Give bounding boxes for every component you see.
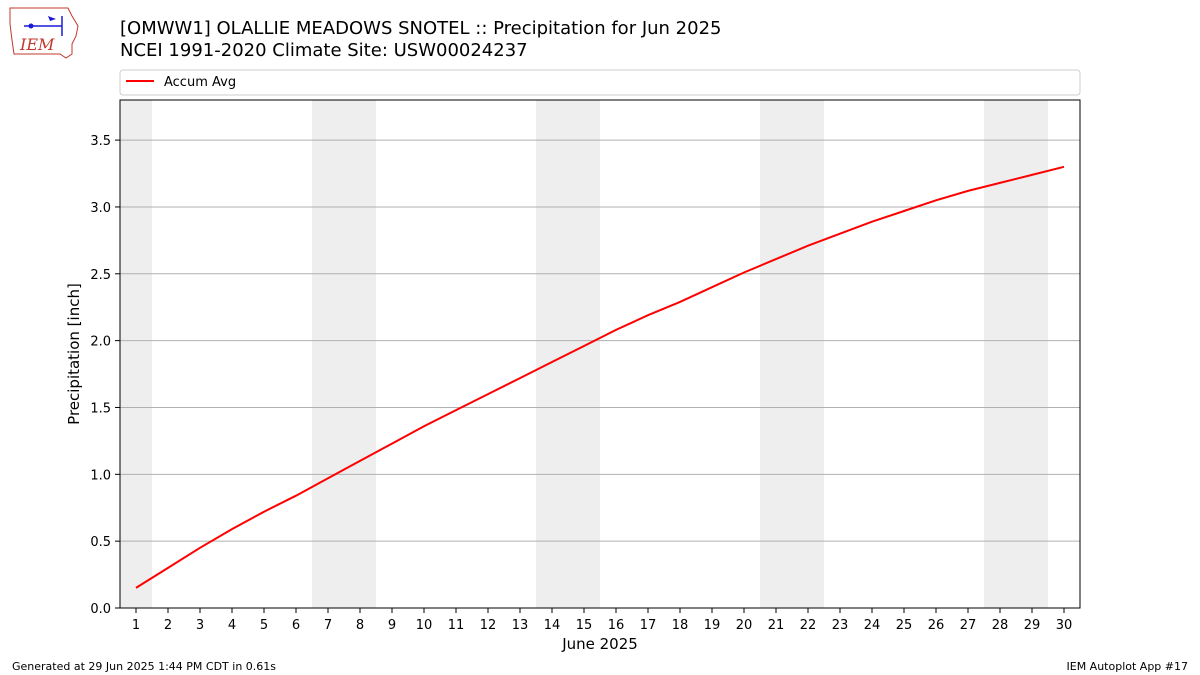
chart-title: [OMWW1] OLALLIE MEADOWS SNOTEL :: Precip… (120, 18, 722, 39)
weekend-band (760, 100, 824, 608)
y-tick-label: 1.0 (90, 468, 111, 483)
iowa-outline-icon (9, 7, 79, 59)
x-tick-label: 10 (416, 618, 433, 633)
y-tick-label: 2.0 (90, 335, 111, 350)
weekend-band (984, 100, 1048, 608)
x-tick-label: 13 (512, 618, 529, 633)
x-tick-label: 28 (992, 618, 1009, 633)
weekend-band (312, 100, 376, 608)
y-tick-label: 3.0 (90, 201, 111, 216)
x-tick-label: 24 (864, 618, 881, 633)
x-tick-label: 6 (292, 618, 300, 633)
x-tick-label: 3 (196, 618, 204, 633)
x-tick-label: 14 (544, 618, 561, 633)
x-axis-label: June 2025 (561, 635, 638, 653)
x-tick-label: 30 (1056, 618, 1073, 633)
y-tick-label: 1.5 (90, 401, 111, 416)
x-tick-label: 27 (960, 618, 977, 633)
chart-subtitle: NCEI 1991-2020 Climate Site: USW00024237 (120, 40, 528, 61)
y-tick-label: 0.5 (90, 535, 111, 550)
x-tick-label: 20 (736, 618, 753, 633)
weekend-bands (120, 100, 1048, 608)
app-label: IEM Autoplot App #17 (1066, 660, 1189, 673)
x-tick-label: 29 (1024, 618, 1041, 633)
x-tick-label: 17 (640, 618, 657, 633)
generated-timestamp: Generated at 29 Jun 2025 1:44 PM CDT in … (12, 660, 277, 673)
weekend-band (120, 100, 152, 608)
y-tick-label: 0.0 (90, 602, 111, 617)
x-tick-label: 2 (164, 618, 172, 633)
legend: Accum Avg (119, 69, 1081, 96)
grid-lines (120, 139, 1080, 542)
x-tick-label: 26 (928, 618, 945, 633)
x-tick-label: 22 (800, 618, 817, 633)
x-tick-label: 23 (832, 618, 849, 633)
iem-logo: IEM (9, 7, 79, 59)
x-tick-label: 25 (896, 618, 913, 633)
y-tick-label: 2.5 (90, 268, 111, 283)
x-tick-label: 7 (324, 618, 332, 633)
series-lines (135, 165, 1065, 589)
x-tick-label: 16 (608, 618, 625, 633)
y-tick-label: 3.5 (90, 134, 111, 149)
x-tick-label: 18 (672, 618, 689, 633)
x-tick-label: 4 (228, 618, 236, 633)
x-tick-label: 5 (260, 618, 268, 633)
x-tick-label: 19 (704, 618, 721, 633)
plot-frame (119, 99, 1081, 609)
x-tick-label: 15 (576, 618, 593, 633)
x-tick-label: 1 (132, 618, 140, 633)
y-axis: 0.0 0.5 1.0 1.5 2.0 2.5 3.0 3.5 (90, 134, 120, 617)
x-tick-label: 21 (768, 618, 785, 633)
logo-text: IEM (19, 35, 55, 54)
series-line (135, 165, 1065, 589)
x-tick-label: 8 (356, 618, 364, 633)
legend-box (119, 69, 1081, 96)
x-axis: 1 2 3 4 5 6 7 8 9 10 11 12 13 14 15 16 17 18 19 20 21 22 23 24 2… (132, 608, 1072, 633)
x-tick-label: 9 (388, 618, 396, 633)
x-tick-label: 12 (480, 618, 497, 633)
y-axis-label: Precipitation [inch] (65, 283, 83, 425)
legend-entry: Accum Avg (164, 75, 236, 90)
x-tick-label: 11 (448, 618, 465, 633)
